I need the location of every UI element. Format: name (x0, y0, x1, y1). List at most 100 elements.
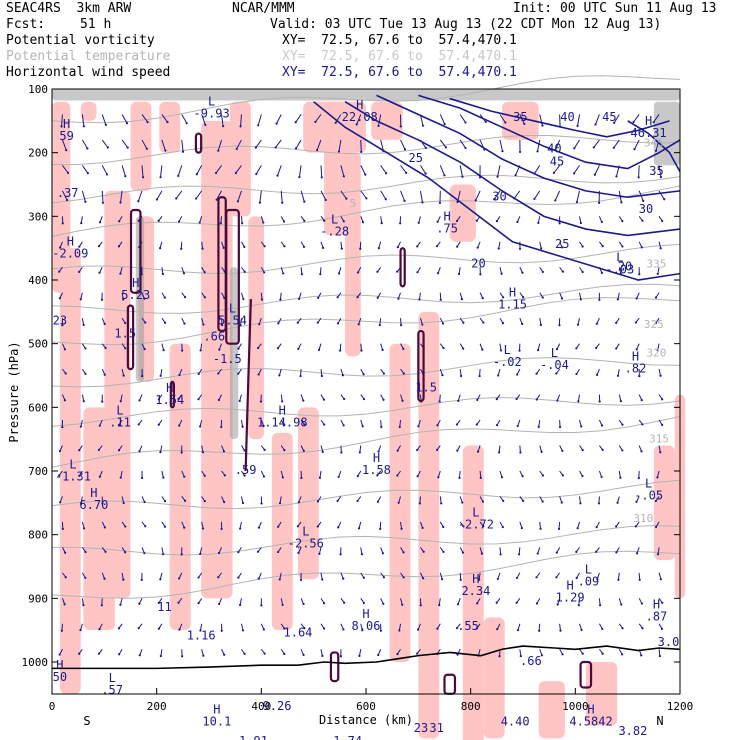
wind-arrow-head (599, 604, 602, 607)
wind-arrow-head (183, 322, 186, 325)
org-label: NCAR/MMM (232, 1, 295, 16)
wind-arrow-head (617, 578, 620, 581)
wind-arrow-head (124, 525, 127, 528)
x-tick-label: 200 (147, 700, 167, 713)
wind-arrow-head (342, 424, 345, 427)
wind-arrow-head (320, 374, 323, 378)
wind-arrow-head (340, 451, 343, 454)
wind-arrow (260, 292, 263, 300)
wind-arrow-head (237, 551, 240, 554)
wind-arrow-head (242, 297, 245, 301)
wind-arrow-head (379, 527, 382, 530)
wind-arrow-head (143, 348, 146, 351)
wind-arrow-head (537, 221, 540, 225)
wind-arrow-head (277, 525, 280, 528)
wind-arrow (577, 394, 581, 402)
wind-arrow (177, 165, 183, 177)
extremum-value: 6.70 (79, 498, 108, 512)
wind-arrow (613, 139, 620, 149)
wind-arrow-head (202, 654, 205, 657)
wind-arrow-head (615, 551, 618, 554)
wind-arrow-head (575, 550, 578, 553)
wind-arrow (579, 216, 582, 224)
wind-arrow-head (416, 448, 419, 452)
wind-arrow (320, 190, 327, 201)
wind-arrow (119, 190, 123, 203)
wind-arrow-head (402, 347, 405, 350)
wind-arrow (459, 165, 463, 177)
wind-arrow-head (597, 502, 601, 505)
wind-arrow-head (283, 449, 286, 452)
wind-arrow-head (197, 372, 200, 376)
wind-arrow-head (243, 245, 246, 248)
wind-arrow-head (336, 499, 339, 502)
wind-arrow-head (456, 653, 459, 656)
wind-arrow (577, 318, 581, 325)
wind-arrow-head (638, 578, 641, 581)
wind-arrow-head (282, 272, 285, 275)
wind-arrow-head (541, 296, 544, 299)
wind-speed-label: 40 (560, 110, 574, 124)
pv-shaded-region (324, 101, 351, 236)
wind-arrow-head (514, 174, 517, 177)
wind-arrow-head (460, 298, 464, 301)
wind-speed-contour-layer (313, 94, 681, 281)
wind-arrow (137, 190, 143, 202)
wind-arrow (276, 114, 282, 124)
y-axis-title: Pressure (hPa) (7, 341, 21, 442)
cloud-region (653, 101, 680, 166)
wind-arrow-head (497, 374, 500, 377)
wind-arrow-head (480, 552, 484, 555)
wind-arrow-head (159, 654, 162, 658)
theta-contour (51, 75, 681, 124)
wind-arrow-head (222, 450, 226, 453)
wind-arrow-head (560, 501, 563, 504)
wind-arrow-head (541, 270, 544, 274)
wind-arrow-head (442, 525, 445, 529)
extremum-value: -.03 (605, 263, 634, 277)
wind-arrow (62, 190, 68, 201)
extremum-marker: H (90, 486, 97, 500)
pv-contour (126, 304, 135, 371)
forecast-label: Fcst: (6, 17, 46, 32)
wind-arrow-head (540, 654, 544, 657)
wind-arrow-head (637, 176, 640, 179)
wind-arrow-head (82, 323, 85, 326)
wind-arrow-head (621, 449, 624, 452)
wind-arrow-head (197, 398, 200, 401)
wind-arrow-head (278, 502, 282, 505)
wind-arrow-head (517, 553, 521, 556)
extremum-value: .59 (235, 463, 257, 477)
wind-arrow-head (656, 553, 660, 556)
wind-arrow (200, 343, 203, 351)
init-time: Init: 00 UTC Sun 11 Aug 13 (513, 1, 717, 16)
wind-arrow-head (515, 576, 519, 580)
wind-arrow-head (119, 400, 122, 403)
wind-arrow (81, 394, 85, 402)
wind-arrow-head (101, 201, 105, 204)
wind-arrow-head (402, 576, 405, 579)
wind-arrow-head (435, 245, 439, 248)
wind-arrow-head (217, 576, 220, 579)
wind-arrow-head (137, 627, 140, 630)
theta-label: 315 (649, 432, 669, 445)
wind-arrow (335, 114, 342, 124)
extremum-value: 8.06 (352, 619, 381, 633)
wind-arrow (161, 139, 166, 151)
wind-arrow-head (117, 423, 121, 426)
wind-arrow-head (297, 297, 301, 300)
wind-arrow (201, 114, 206, 126)
wind-arrow-head (438, 604, 441, 607)
wind-arrow-head (396, 449, 399, 452)
wind-arrow-head (78, 652, 81, 655)
wind-arrow-head (518, 349, 521, 352)
wind-arrow (358, 649, 362, 657)
wind-arrow-head (317, 296, 320, 299)
wind-arrow-head (659, 374, 662, 377)
wind-arrow (280, 470, 284, 478)
wind-arrow-head (178, 577, 181, 580)
wind-arrow-head (661, 398, 664, 401)
extremum-value: .57 (101, 683, 123, 697)
wind-arrow (378, 114, 382, 127)
pv-shaded-region (104, 190, 131, 599)
